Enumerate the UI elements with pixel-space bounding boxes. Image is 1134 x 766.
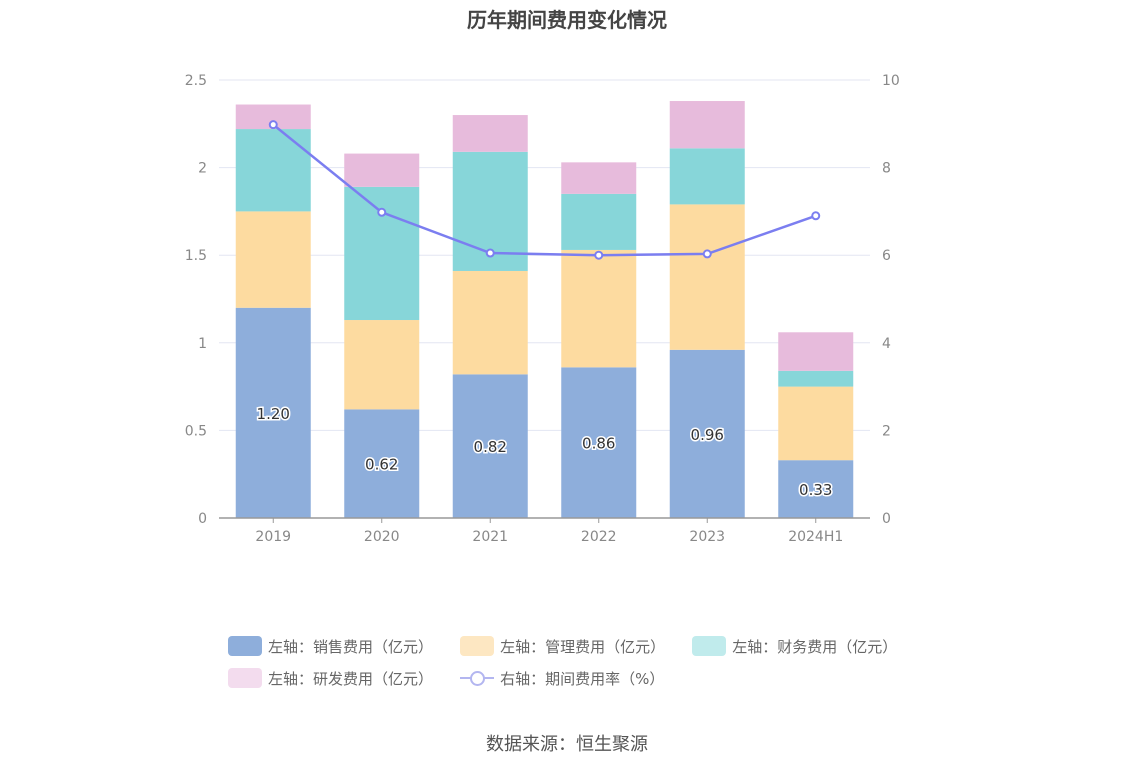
legend-swatch-sales	[228, 636, 262, 656]
rate-point	[268, 120, 278, 130]
bars	[235, 101, 854, 518]
bar-segment	[235, 211, 311, 308]
legend-swatch-finance	[692, 636, 727, 656]
x-axis-ticks: 2019 2020 2021 2022 2023 2024H1	[255, 518, 843, 545]
bar-segment	[669, 148, 745, 205]
legend-label: 右轴：期间费用率（%）	[500, 669, 665, 688]
left-axis-tick: 0.5	[185, 423, 207, 439]
bar-labels: 1.20 0.62 0.82 0.86 0.96 0.33	[255, 403, 834, 500]
legend-line-marker-icon	[460, 668, 495, 688]
bar-segment	[561, 367, 637, 518]
right-axis-tick: 0	[882, 511, 891, 527]
legend-swatch-rd	[228, 668, 262, 688]
bar-value-label: 1.20	[257, 405, 290, 423]
legend-item-admin[interactable]: 左轴：管理费用（亿元）	[460, 630, 665, 662]
x-axis-tick: 2021	[472, 529, 508, 545]
bar-segment	[235, 307, 311, 518]
left-axis-tick: 0	[198, 511, 207, 527]
bar-segment	[669, 101, 745, 149]
bar-segment	[669, 204, 745, 350]
legend-item-rd[interactable]: 左轴：研发费用（亿元）	[228, 662, 433, 694]
left-axis-tick: 1.5	[185, 248, 207, 264]
legend-label: 左轴：管理费用（亿元）	[500, 637, 666, 656]
left-axis-tick: 2	[198, 161, 207, 177]
legend-label: 左轴：财务费用（亿元）	[732, 637, 898, 656]
bar-segment	[452, 270, 528, 375]
bar-value-label: 0.33	[799, 481, 832, 499]
left-axis-tick: 2.5	[185, 73, 207, 89]
legend-swatch-admin	[460, 636, 495, 656]
bar-segment	[778, 370, 854, 387]
bar-segment	[778, 460, 854, 518]
data-source: 数据来源：恒生聚源	[486, 734, 648, 755]
x-axis-tick: 2022	[581, 529, 617, 545]
bar-value-label: 0.82	[474, 438, 507, 456]
legend-item-rate[interactable]: 右轴：期间费用率（%）	[460, 662, 664, 694]
right-axis-tick: 4	[882, 336, 891, 352]
bar-segment	[778, 386, 854, 461]
bar-segment	[344, 153, 420, 187]
bar-segment	[561, 162, 637, 194]
bar-segment	[561, 193, 637, 250]
x-axis-tick: 2020	[364, 529, 400, 545]
right-axis-ticks: 0 2 4 6 8 10	[882, 73, 900, 527]
rate-line	[268, 120, 821, 260]
legend: 左轴：销售费用（亿元） 左轴：管理费用（亿元） 左轴：财务费用（亿元） 左轴：研…	[228, 630, 948, 694]
bar-segment	[344, 186, 420, 321]
legend-label: 左轴：销售费用（亿元）	[268, 637, 434, 656]
rate-point	[594, 250, 604, 260]
right-axis-tick: 10	[882, 73, 900, 89]
bar-segment	[778, 332, 854, 371]
legend-item-sales[interactable]: 左轴：销售费用（亿元）	[228, 630, 433, 662]
rate-point	[377, 207, 387, 217]
bar-segment	[235, 129, 311, 212]
bar-value-label: 0.86	[582, 435, 615, 453]
rate-point	[485, 248, 495, 258]
rate-point	[702, 249, 712, 259]
x-axis-tick: 2024H1	[788, 529, 843, 545]
bar-segment	[344, 320, 420, 410]
left-axis-tick: 1	[198, 336, 207, 352]
bar-segment	[452, 115, 528, 152]
bar-value-label: 0.62	[365, 456, 398, 474]
right-axis-tick: 2	[882, 423, 891, 439]
rate-line-path	[272, 123, 817, 257]
rate-point	[811, 211, 821, 221]
legend-item-finance[interactable]: 左轴：财务费用（亿元）	[692, 630, 897, 662]
x-axis-tick: 2023	[689, 529, 725, 545]
chart-title: 历年期间费用变化情况	[467, 8, 667, 32]
left-axis-ticks: 0 0.5 1 1.5 2 2.5	[185, 73, 207, 527]
bar-segment	[669, 349, 745, 518]
right-axis-tick: 8	[882, 161, 891, 177]
legend-label: 左轴：研发费用（亿元）	[268, 669, 434, 688]
bar-segment	[452, 374, 528, 518]
bar-segment	[561, 249, 637, 368]
bar-segment	[344, 409, 420, 518]
right-axis-tick: 6	[882, 248, 891, 264]
bar-value-label: 0.96	[691, 426, 724, 444]
x-axis-tick: 2019	[255, 529, 291, 545]
